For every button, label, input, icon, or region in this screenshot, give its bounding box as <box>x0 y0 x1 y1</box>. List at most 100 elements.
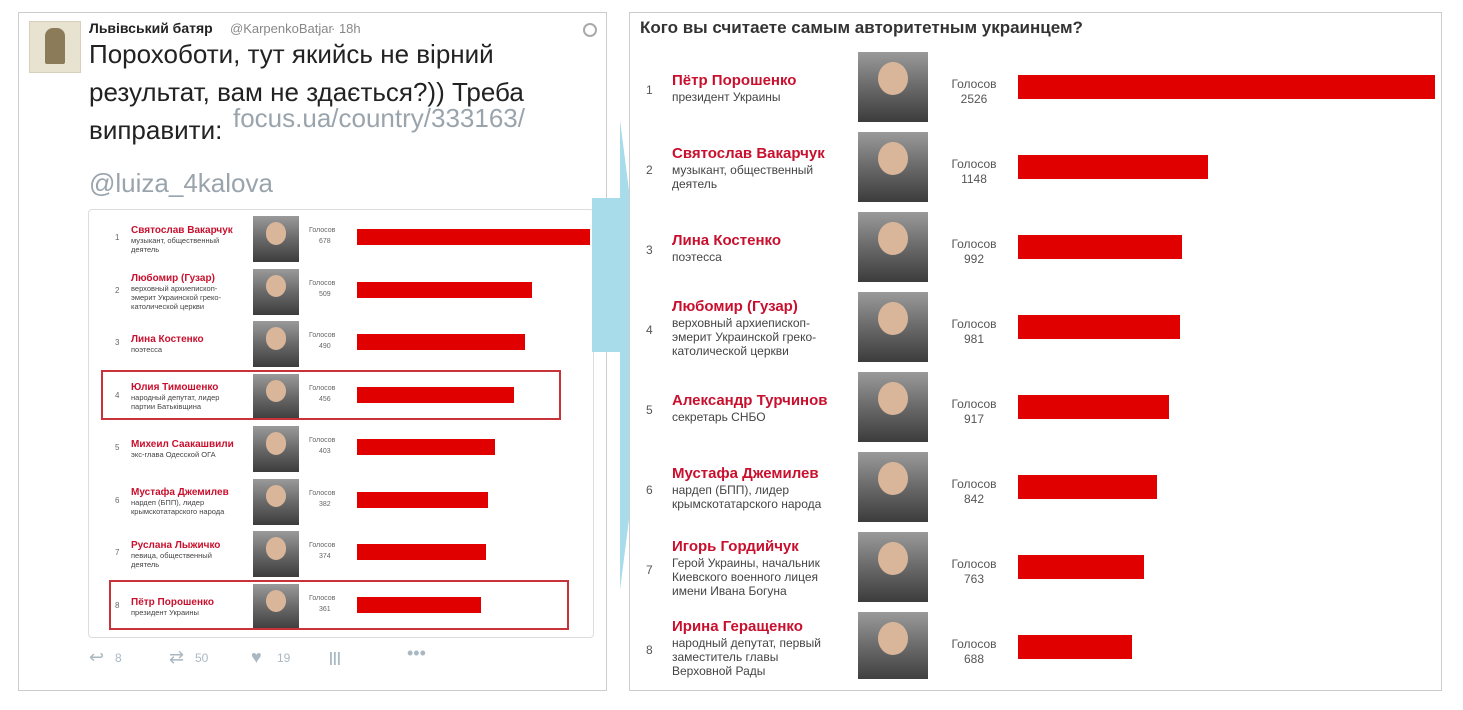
votes: 361 <box>319 605 331 613</box>
bar <box>1018 395 1170 419</box>
votes-label: Голосов <box>951 77 997 91</box>
description: деятель <box>672 176 718 191</box>
description: поэтесса <box>672 249 722 264</box>
name: Любомир (Гузар) <box>672 297 798 315</box>
votes-label: Голосов <box>309 542 336 549</box>
votes-label: Голосов <box>309 384 336 392</box>
name-block: Руслана Лыжичко певица, общественный деяте… <box>131 529 249 579</box>
rank: 4 <box>646 323 653 337</box>
description: народный депутат, лидер <box>131 393 220 402</box>
votes-label: Голосов <box>951 397 997 411</box>
action-icon[interactable]: ↩ <box>89 647 105 667</box>
name: Мустафа Джемилев <box>672 464 819 482</box>
photo <box>858 52 928 122</box>
description: католической церкви <box>672 343 789 358</box>
tweet-link[interactable]: focus.ua/country/333163/ <box>233 103 525 133</box>
photo <box>858 132 928 202</box>
photo <box>253 531 299 577</box>
name-block: Святослав Вакарчук музыкант, общественный… <box>131 214 249 264</box>
votes: 403 <box>319 448 331 455</box>
bar <box>1018 635 1132 659</box>
handle[interactable]: @KarpenkoBatjar <box>230 21 333 36</box>
arrow-shape <box>592 120 650 590</box>
votes-label: Голосов <box>309 594 336 602</box>
name-block: Мустафа Джемилев нардеп (БПП), лидер крымс… <box>672 452 852 522</box>
rank: 4 <box>115 390 120 400</box>
rank: 5 <box>646 403 653 417</box>
name: Александр Турчинов <box>672 391 828 409</box>
description: Герой Украины, начальник <box>672 555 820 570</box>
name: Руслана Лыжичко <box>131 539 221 551</box>
photo <box>253 373 299 420</box>
tweet-card: Львівський батяр @KarpenkoBatjar · 18h Поро… <box>18 12 607 691</box>
votes: 490 <box>319 343 331 350</box>
name: Пётр Порошенко <box>672 71 797 89</box>
name-block: Александр Турчинов секретарь СНБО <box>672 372 852 442</box>
bar <box>357 281 532 298</box>
name-block: Ирина Геращенко народный депутат, первый з… <box>672 612 852 679</box>
name-block: Игорь Гордийчук Герой Украины, начальник К… <box>672 532 852 602</box>
photo <box>858 612 928 679</box>
name-block: Святослав Вакарчук музыкант, общественный… <box>672 132 852 202</box>
action-icon[interactable]: ⇄ <box>169 647 185 667</box>
name: Любомир (Гузар) <box>131 272 215 284</box>
rank: 7 <box>646 563 653 577</box>
name-block: Мустафа Джемилев нардеп (БПП), лидер крымс… <box>131 477 249 527</box>
votes-label: Голосов <box>309 332 336 339</box>
bar <box>357 229 590 245</box>
name: Михеил Саакашвили <box>131 439 234 450</box>
more-icon[interactable]: ••• <box>407 643 426 663</box>
rank: 7 <box>115 548 120 557</box>
globe-icon <box>583 23 597 37</box>
description: верховный архиепископ- <box>131 283 218 293</box>
author: Львівський батяр <box>89 20 213 36</box>
bar <box>357 334 526 350</box>
rank: 1 <box>646 83 653 97</box>
description: заместитель главы <box>672 649 779 664</box>
photo <box>253 478 299 525</box>
bar <box>1018 555 1144 579</box>
description: музыкант, общественный <box>672 162 814 177</box>
votes: 981 <box>963 332 985 346</box>
description: верховный архиепископ- <box>672 315 810 330</box>
name: Мустафа Джемилев <box>131 487 229 498</box>
votes-label: Голосов <box>951 557 997 571</box>
description: президент Украины <box>672 89 781 104</box>
action-icon[interactable]: ♥ <box>251 647 262 667</box>
name-block: Пётр Порошенко президент Украины <box>672 52 852 122</box>
votes-label: Голосов <box>951 477 997 491</box>
avatar <box>29 21 81 73</box>
description: нардеп (БПП), лидер <box>672 482 790 497</box>
votes-label: Голосов <box>951 637 997 651</box>
photo <box>253 321 299 367</box>
analytics-icon[interactable]: ||| <box>329 649 341 665</box>
votes-label: Голосов <box>309 489 336 497</box>
description: партии Батьківщина <box>131 402 202 411</box>
bar <box>357 491 489 508</box>
photo <box>858 292 928 362</box>
votes: 509 <box>319 290 331 298</box>
description: музыкант, общественный <box>131 235 220 245</box>
name: Святослав Вакарчук <box>131 224 233 236</box>
rank: 8 <box>646 643 653 657</box>
rank: 6 <box>115 495 120 505</box>
votes: 992 <box>963 252 985 266</box>
description: певица, общественный <box>131 550 212 560</box>
description: президент Украины <box>131 607 199 617</box>
name-block: Лина Костенко поэтесса <box>131 319 249 369</box>
name-block: Лина Костенко поэтесса <box>672 212 852 282</box>
poll-panel: Кого вы считаете самым авторитетным укра… <box>629 12 1442 691</box>
description: эмерит Украинской греко- <box>131 292 222 302</box>
arrow <box>592 120 650 590</box>
tweet-mention[interactable]: @luiza_4kalova <box>89 168 273 198</box>
photo <box>858 212 928 282</box>
description: деятель <box>131 559 160 569</box>
name: Пётр Порошенко <box>131 596 214 608</box>
embedded-image: 1 Святослав Вакарчук музыкант, общественны… <box>88 209 594 638</box>
votes: 842 <box>963 492 985 506</box>
name-block: Пётр Порошенко президент Украины <box>131 582 249 632</box>
photo <box>858 372 928 442</box>
highlight-box <box>109 579 569 630</box>
